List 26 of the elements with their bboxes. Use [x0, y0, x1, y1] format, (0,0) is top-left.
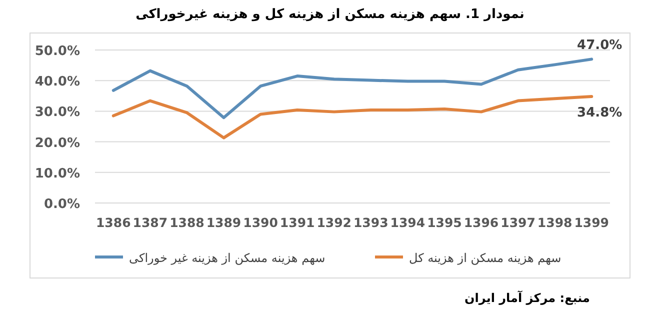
y-tick-label: 30.0%: [34, 105, 80, 120]
x-tick-label: 1387: [132, 215, 168, 230]
x-tick-label: 1399: [574, 215, 610, 230]
x-tick-label: 1398: [537, 215, 572, 230]
x-tick-label: 1393: [353, 215, 388, 230]
x-tick-label: 1386: [96, 215, 132, 230]
legend-label: سهم هزینه مسکن از هزینه کل: [409, 251, 562, 265]
x-tick-label: 1389: [206, 215, 242, 230]
legend-label: سهم هزینه مسکن از هزینه غیر خوراکی: [129, 251, 326, 265]
x-tick-label: 1388: [170, 215, 204, 230]
data-label: 47.0%: [577, 38, 622, 54]
y-tick-label: 50.0%: [34, 44, 80, 59]
y-tick-label: 0.0%: [44, 197, 80, 212]
y-tick-label: 20.0%: [34, 136, 80, 151]
x-tick-label: 1397: [500, 215, 536, 230]
x-tick-label: 1396: [464, 215, 499, 230]
data-label: 34.8%: [577, 106, 622, 121]
x-tick-label: 1390: [243, 215, 278, 230]
y-tick-label: 10.0%: [34, 166, 80, 182]
chart-title: نمودار 1. سهم هزینه مسکن از هزینه کل و هزینه غیرخوراکی: [136, 7, 524, 22]
x-tick-label: 1392: [316, 215, 352, 230]
text: منبع: مرکز آمار ایران: [464, 290, 590, 305]
x-tick-label: 1394: [390, 215, 426, 230]
x-tick-label: 1391: [280, 215, 315, 230]
y-tick-label: 40.0%: [34, 74, 80, 90]
x-tick-label: 1395: [427, 215, 462, 230]
